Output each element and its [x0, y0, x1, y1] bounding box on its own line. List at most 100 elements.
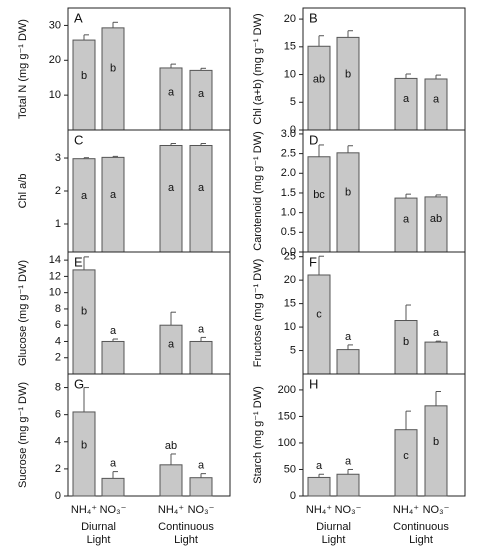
significance-letter: b: [433, 436, 439, 448]
y-tick-label: 150: [278, 410, 296, 422]
group-label: Continuous: [158, 521, 214, 533]
bar: [307, 274, 331, 375]
y-axis-label: Glucose (mg g⁻¹ DW): [17, 260, 29, 366]
y-tick-label: 12: [49, 270, 61, 282]
significance-letter: b: [345, 186, 351, 198]
y-tick-label: 0: [290, 490, 296, 502]
y-tick-label: 15: [284, 41, 296, 53]
bar: [307, 476, 331, 497]
significance-letter: b: [345, 68, 351, 80]
significance-letter: b: [81, 305, 87, 317]
bar: [72, 411, 96, 497]
bar: [159, 464, 183, 497]
y-tick-label: 6: [55, 409, 61, 421]
bar: [307, 156, 331, 253]
panel-frame: [302, 373, 466, 497]
y-axis-label: Total N (mg g⁻¹ DW): [17, 19, 29, 119]
significance-letter: a: [110, 458, 117, 470]
y-tick-label: 20: [49, 54, 61, 66]
y-tick-label: 2.0: [281, 167, 296, 179]
significance-letter: a: [168, 182, 175, 194]
x-tick-label: NO₃⁻: [335, 504, 362, 516]
y-tick-label: 4: [55, 436, 61, 448]
y-tick-label: 1: [55, 218, 61, 230]
bar: [189, 340, 213, 375]
group-label: Light: [87, 534, 111, 546]
significance-letter: b: [81, 70, 87, 82]
y-tick-label: 20: [284, 13, 296, 25]
bar: [101, 27, 125, 131]
y-axis-label: Chl (a+b) (mg g⁻¹ DW): [252, 13, 264, 124]
significance-letter: a: [168, 87, 175, 99]
panel-letter: H: [309, 376, 318, 391]
y-tick-label: 5: [290, 96, 296, 108]
bar: [336, 349, 360, 375]
x-tick-label: NO₃⁻: [100, 504, 127, 516]
panel-letter: G: [74, 376, 84, 391]
significance-letter: a: [433, 93, 440, 105]
bar: [336, 152, 360, 253]
y-tick-label: 5: [290, 344, 296, 356]
y-tick-label: 10: [284, 68, 296, 80]
y-tick-label: 1.0: [281, 207, 296, 219]
y-axis-label: Fructose (mg g⁻¹ DW): [252, 259, 264, 367]
significance-letter: a: [198, 182, 205, 194]
y-tick-label: 4: [55, 335, 61, 347]
bar: [424, 341, 448, 375]
y-tick-label: 14: [49, 254, 61, 266]
significance-letter: a: [198, 323, 205, 335]
y-tick-label: 50: [284, 463, 296, 475]
x-tick-label: NO₃⁻: [188, 504, 215, 516]
y-tick-label: 10: [49, 287, 61, 299]
y-tick-label: 2.5: [281, 148, 296, 160]
significance-letter: a: [316, 460, 323, 472]
y-tick-label: 8: [55, 381, 61, 393]
bar: [336, 36, 360, 131]
y-tick-label: 0: [290, 124, 296, 136]
x-tick-label: NH₄⁺: [393, 504, 419, 516]
panel-letter: B: [309, 10, 318, 25]
significance-letter: ab: [313, 74, 325, 86]
bar: [72, 39, 96, 131]
y-tick-label: 3.0: [281, 128, 296, 140]
panel-letter: F: [309, 254, 317, 269]
bar: [72, 158, 96, 253]
y-tick-label: 30: [49, 19, 61, 31]
group-label: Light: [174, 534, 198, 546]
significance-letter: c: [316, 309, 322, 321]
y-tick-label: 0.5: [281, 226, 296, 238]
y-tick-label: 2: [55, 352, 61, 364]
bar: [189, 69, 213, 131]
y-tick-label: 15: [284, 298, 296, 310]
x-tick-label: NO₃⁻: [423, 504, 450, 516]
group-label: Light: [322, 534, 346, 546]
bar: [189, 477, 213, 497]
y-axis-label: Carotenoid (mg g⁻¹ DW): [252, 131, 264, 251]
significance-letter: a: [403, 214, 410, 226]
significance-letter: b: [403, 336, 409, 348]
group-label: Continuous: [393, 521, 449, 533]
bar: [101, 156, 125, 253]
bar: [424, 405, 448, 497]
y-tick-label: 200: [278, 384, 296, 396]
x-tick-label: NH₄⁺: [158, 504, 184, 516]
y-tick-label: 100: [278, 437, 296, 449]
significance-letter: a: [198, 88, 205, 100]
bar: [159, 144, 183, 253]
significance-letter: c: [403, 450, 409, 462]
bar: [336, 473, 360, 497]
y-tick-label: 25: [284, 251, 296, 263]
y-axis-label: Sucrose (mg g⁻¹ DW): [17, 382, 29, 488]
bar: [189, 144, 213, 253]
y-tick-label: 1.5: [281, 187, 296, 199]
panel-letter: D: [309, 132, 318, 147]
significance-letter: a: [198, 460, 205, 472]
significance-letter: ab: [165, 440, 177, 452]
significance-letter: a: [81, 190, 88, 202]
significance-letter: a: [403, 93, 410, 105]
group-label: Light: [409, 534, 433, 546]
y-tick-label: 10: [284, 321, 296, 333]
panel-letter: A: [74, 10, 83, 25]
panel-letter: C: [74, 132, 83, 147]
y-tick-label: 0: [55, 490, 61, 502]
